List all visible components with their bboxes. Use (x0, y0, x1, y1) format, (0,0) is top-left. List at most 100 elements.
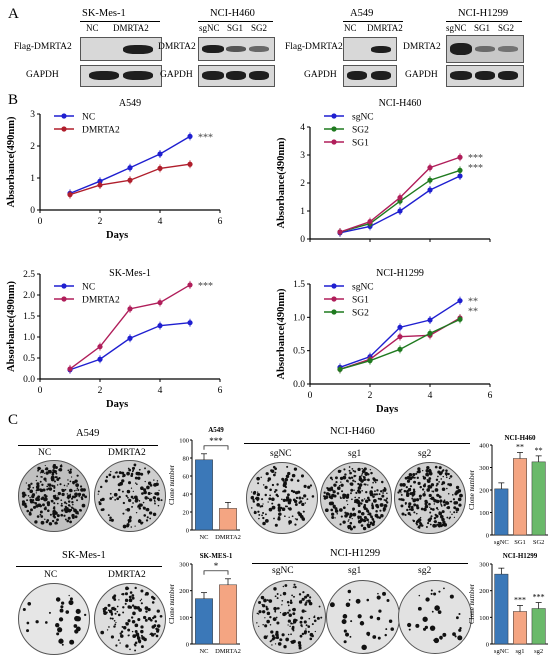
colony (134, 586, 137, 590)
colony-dish (326, 580, 400, 654)
colony (434, 488, 439, 492)
colony (134, 525, 136, 527)
colony (294, 585, 297, 589)
colony (77, 512, 79, 515)
colony (76, 474, 79, 477)
data-point (457, 316, 463, 322)
colony (457, 497, 462, 502)
colony (55, 623, 60, 628)
legend-marker (331, 309, 337, 315)
legend-label: DMRTA2 (82, 126, 120, 136)
colony (424, 502, 428, 506)
colony (276, 593, 279, 595)
colony (67, 497, 70, 500)
colony (27, 495, 30, 497)
colony (376, 515, 379, 519)
colony (275, 616, 278, 619)
colony (153, 483, 157, 487)
lane-label: SG1 (474, 23, 491, 33)
colony (104, 606, 108, 610)
colony (127, 605, 131, 609)
y-tick-label: 0 (300, 235, 305, 244)
colony (154, 502, 156, 505)
colony (30, 482, 33, 485)
colony (379, 490, 383, 493)
colony (407, 622, 412, 628)
colony (429, 498, 432, 500)
colony (156, 624, 161, 628)
colony (428, 471, 433, 476)
colony (120, 630, 124, 633)
colony (275, 632, 279, 637)
colony (287, 604, 290, 607)
colony (362, 518, 367, 523)
colony (357, 504, 361, 507)
colony (263, 598, 267, 603)
colony (386, 501, 389, 504)
colony (459, 493, 463, 498)
colony (367, 513, 369, 516)
colony (141, 636, 145, 640)
colony (140, 589, 144, 593)
colony (412, 490, 416, 493)
significance-label: ** (468, 297, 478, 308)
colony (311, 623, 314, 626)
colony (458, 503, 462, 507)
colony (409, 485, 413, 488)
y-tick-label: 200 (479, 488, 489, 495)
colony (442, 500, 446, 504)
colony (288, 520, 292, 524)
data-point (157, 165, 163, 171)
colony (25, 482, 27, 484)
colony (433, 516, 437, 520)
colony (320, 616, 323, 619)
colony (82, 489, 85, 491)
colony (117, 488, 121, 492)
colony (361, 499, 364, 502)
colony (114, 499, 117, 501)
x-tick-label: NC (199, 648, 208, 655)
colony (254, 510, 256, 512)
colony (63, 514, 66, 517)
colony (128, 468, 132, 472)
colony (408, 628, 411, 631)
colony (40, 476, 43, 478)
blot-title: NCI-H460 (210, 8, 255, 19)
colony (122, 512, 125, 515)
colony (59, 483, 62, 486)
colony (438, 511, 443, 516)
blot-band (450, 43, 472, 55)
colony (60, 502, 63, 505)
colony (347, 520, 349, 522)
colony (427, 485, 432, 489)
y-tick-label: 0 (486, 533, 489, 540)
data-point (127, 165, 133, 171)
colony (430, 507, 433, 511)
colony (100, 630, 105, 635)
colony (134, 630, 138, 633)
colony (432, 523, 437, 528)
colony (309, 484, 313, 487)
colony (127, 634, 130, 637)
colony (347, 525, 351, 529)
colony (346, 503, 349, 506)
colony (286, 600, 290, 604)
colony (364, 473, 368, 477)
colony (280, 594, 282, 596)
colony (426, 501, 429, 504)
colony (50, 475, 55, 480)
data-point (427, 330, 433, 336)
colony (288, 516, 290, 518)
colony-dots (407, 587, 463, 644)
chart-title: A549 (208, 426, 224, 434)
data-point (157, 323, 163, 329)
y-tick-label: 60 (183, 474, 190, 481)
colony (349, 527, 353, 531)
colony (452, 632, 456, 637)
colony (44, 506, 47, 509)
colony (53, 489, 56, 493)
colony (326, 487, 329, 490)
colony (137, 476, 141, 480)
bar (494, 488, 509, 536)
colony (35, 620, 39, 624)
